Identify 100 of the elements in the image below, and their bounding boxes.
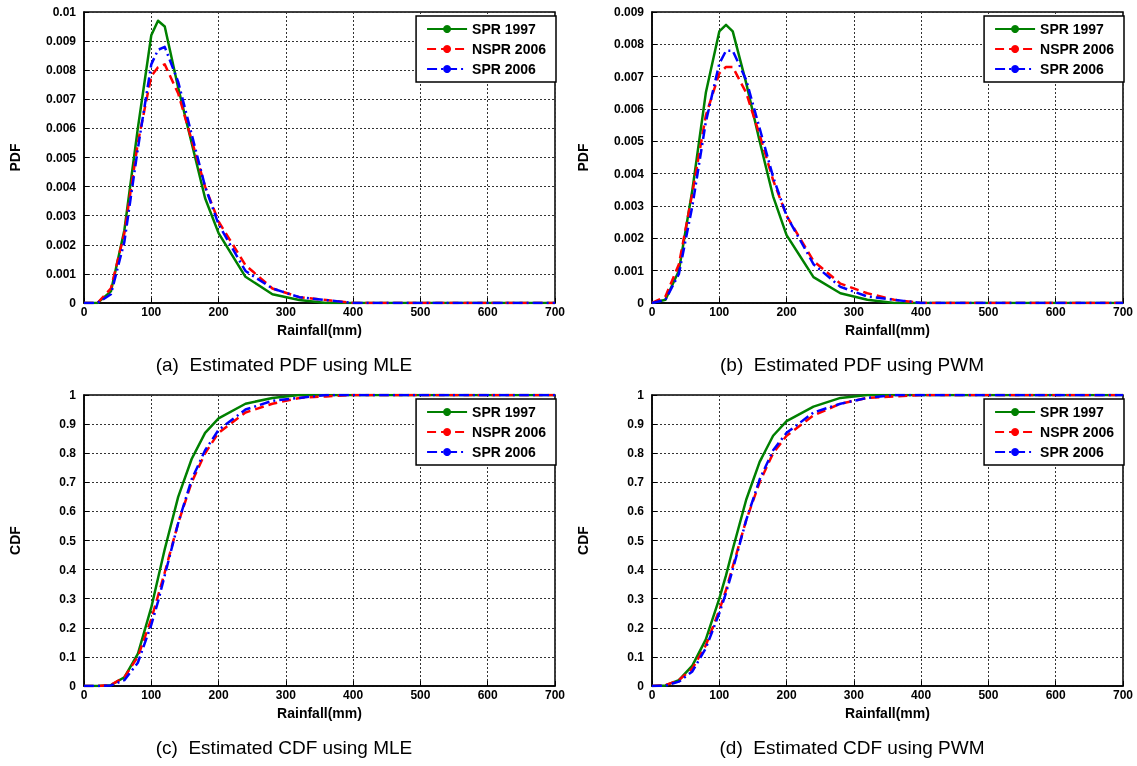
line-series [82, 393, 557, 688]
legend-label: NSPR 2006 [1040, 41, 1115, 57]
x-tick-label: 0 [648, 688, 656, 702]
x-tick-label: 100 [709, 305, 730, 319]
y-tick-label: 0.1 [59, 649, 77, 664]
x-axis-title: Rainfall(mm) [277, 704, 362, 721]
y-tick-label: 0.7 [627, 475, 645, 490]
line-series [650, 393, 1125, 688]
y-tick-label: 0.6 [59, 504, 77, 519]
y-axis-title: PDF [575, 143, 591, 172]
legend-label: SPR 2006 [1040, 61, 1105, 77]
y-tick-label: 0.3 [627, 591, 645, 606]
x-tick-label: 200 [776, 688, 797, 702]
y-axis-title: PDF [7, 143, 23, 172]
y-tick-label: 0.8 [627, 446, 645, 461]
y-tick-label: 0.003 [45, 208, 77, 223]
y-tick-label: 1 [637, 388, 645, 402]
y-tick-label: 0.001 [45, 266, 77, 281]
y-tick-label: 0 [69, 679, 77, 693]
y-tick-label: 0.007 [45, 92, 77, 107]
y-tick-label: 0.001 [613, 263, 645, 278]
y-tick-label: 0.2 [627, 620, 645, 635]
x-tick-label: 100 [141, 305, 162, 319]
y-tick-label: 0.1 [627, 649, 645, 664]
x-tick-label: 400 [343, 305, 364, 319]
y-tick-label: 0.009 [45, 34, 77, 49]
y-tick-label: 0.002 [613, 231, 645, 246]
y-tick-label: 0.008 [613, 37, 645, 52]
legend-label: SPR 1997 [1040, 21, 1105, 37]
x-tick-label: 300 [843, 305, 865, 319]
x-tick-label: 600 [1045, 688, 1067, 702]
text: (b) Estimated PDF using PWM [720, 354, 984, 375]
y-tick-label: 0.5 [627, 533, 645, 548]
legend-label: NSPR 2006 [1040, 424, 1115, 440]
y-axis-title: CDF [575, 525, 591, 555]
y-tick-label: 0.003 [613, 199, 645, 213]
y-tick-label: 0 [637, 679, 645, 693]
legend-label: SPR 1997 [472, 21, 537, 37]
x-axis-title: Rainfall(mm) [845, 704, 930, 721]
x-tick-label: 500 [410, 305, 431, 319]
x-tick-label: 200 [208, 688, 229, 702]
y-tick-label: 0.3 [59, 591, 77, 606]
legend-label: NSPR 2006 [472, 41, 547, 57]
x-axis-title: Rainfall(mm) [277, 321, 362, 338]
x-tick-label: 200 [776, 305, 797, 319]
x-tick-label: 600 [477, 688, 499, 702]
x-tick-label: 0 [80, 688, 88, 702]
y-tick-label: 0.002 [45, 237, 77, 252]
y-tick-label: 0 [69, 296, 77, 310]
x-tick-label: 300 [843, 688, 865, 702]
x-tick-label: 700 [544, 688, 566, 702]
x-tick-label: 400 [911, 688, 932, 702]
y-tick-label: 0.5 [59, 533, 77, 548]
legend-label: SPR 2006 [472, 444, 537, 460]
y-tick-label: 0.2 [59, 620, 77, 635]
y-tick-label: 1 [69, 388, 77, 402]
y-tick-label: 0.005 [45, 150, 77, 165]
legend-label: SPR 1997 [472, 404, 537, 420]
y-tick-label: 0.007 [613, 69, 645, 84]
y-tick-label: 0.005 [613, 134, 645, 149]
x-tick-label: 500 [410, 688, 431, 702]
x-tick-label: 300 [275, 305, 297, 319]
x-tick-label: 500 [978, 305, 999, 319]
x-tick-label: 300 [275, 688, 297, 702]
x-tick-label: 400 [911, 305, 932, 319]
y-tick-label: 0.004 [45, 179, 77, 194]
y-axis-title: CDF [7, 525, 23, 555]
x-tick-label: 200 [208, 305, 229, 319]
y-tick-label: 0.008 [45, 63, 77, 78]
legend-label: SPR 2006 [1040, 444, 1105, 460]
y-tick-label: 0 [637, 296, 645, 310]
y-tick-label: 0.006 [45, 121, 77, 136]
y-tick-label: 0.4 [59, 562, 77, 577]
x-tick-label: 400 [343, 688, 364, 702]
y-tick-label: 0.01 [52, 5, 77, 19]
text: (a) Estimated PDF using MLE [155, 354, 413, 375]
y-tick-label: 0.009 [613, 5, 645, 19]
y-tick-label: 0.8 [59, 446, 77, 461]
y-tick-label: 0.6 [627, 504, 645, 519]
y-tick-label: 0.006 [613, 102, 645, 116]
legend-label: NSPR 2006 [472, 424, 547, 440]
x-tick-label: 100 [709, 688, 730, 702]
x-tick-label: 700 [544, 305, 566, 319]
x-tick-label: 600 [1045, 305, 1067, 319]
x-tick-label: 700 [1112, 688, 1134, 702]
x-axis-title: Rainfall(mm) [845, 321, 930, 338]
y-tick-label: 0.004 [613, 166, 645, 181]
x-tick-label: 700 [1112, 305, 1134, 319]
y-tick-label: 0.9 [627, 417, 645, 432]
x-tick-label: 600 [477, 305, 499, 319]
y-tick-label: 0.9 [59, 417, 77, 432]
legend-label: SPR 2006 [472, 61, 537, 77]
y-tick-label: 0.7 [59, 475, 77, 490]
x-tick-label: 0 [80, 305, 88, 319]
text: (d) Estimated CDF using PWM [719, 737, 985, 758]
x-tick-label: 500 [978, 688, 999, 702]
legend-label: SPR 1997 [1040, 404, 1105, 420]
x-tick-label: 0 [648, 305, 656, 319]
x-tick-label: 100 [141, 688, 162, 702]
text: (c) Estimated CDF using MLE [155, 737, 413, 758]
